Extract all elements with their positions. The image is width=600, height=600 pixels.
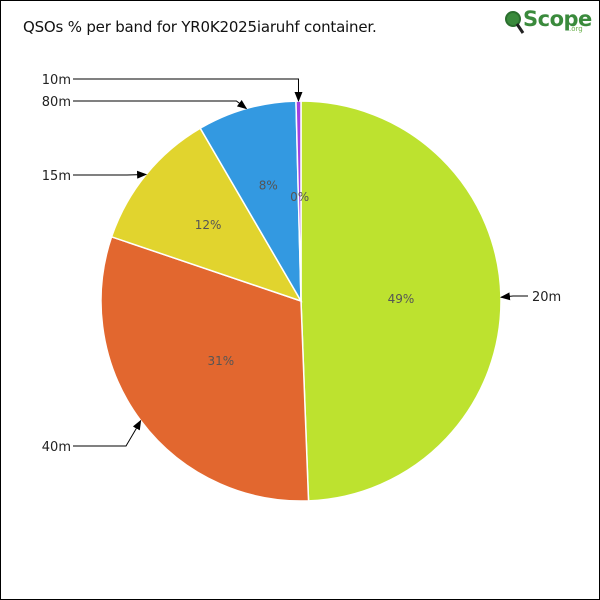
slice-percent-label-15m: 12% xyxy=(195,218,222,232)
magnifier-icon xyxy=(505,11,525,34)
band-label-15m: 15m xyxy=(42,169,71,184)
band-label-20m: 20m xyxy=(532,290,561,305)
band-label-80m: 80m xyxy=(42,95,71,110)
slices-layer xyxy=(100,100,502,502)
qscope-logo: Scope .org xyxy=(501,5,592,39)
callout-line-15m xyxy=(73,170,148,179)
slice-percent-label-40m: 31% xyxy=(208,354,235,368)
slice-percent-label-10m: 0% xyxy=(290,190,309,204)
callout-line-20m xyxy=(499,292,528,301)
slice-percent-label-20m: 49% xyxy=(388,292,415,306)
callout-line-80m xyxy=(73,99,248,110)
band-label-40m: 40m xyxy=(42,440,71,455)
callouts-layer: 20m 40m 15m 80m 10m xyxy=(42,73,561,455)
logo-suffix: .org xyxy=(569,25,583,33)
callout-line-10m xyxy=(73,78,303,103)
chart-title: QSOs % per band for YR0K2025iaruhf conta… xyxy=(23,18,377,36)
slice-percent-label-80m: 8% xyxy=(259,179,278,193)
callout-line-40m xyxy=(73,419,142,447)
logo-text: Scope xyxy=(523,7,592,31)
band-label-10m: 10m xyxy=(42,73,71,88)
slice-labels-layer: 49% 31% 12% 8% 0% xyxy=(195,179,415,368)
